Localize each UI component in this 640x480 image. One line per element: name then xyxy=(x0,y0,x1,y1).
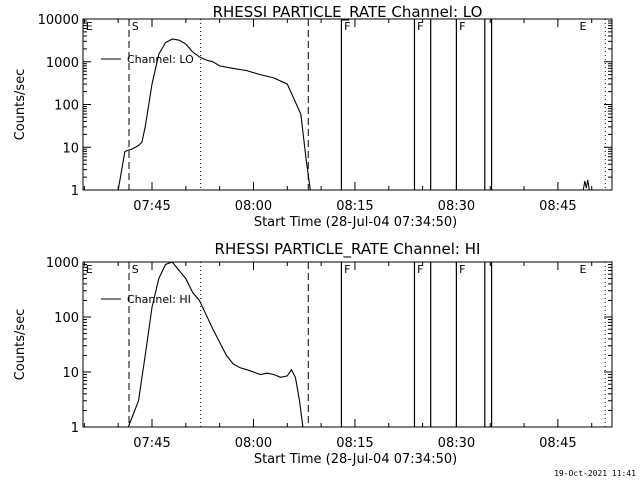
marker-letter: F xyxy=(459,20,465,33)
legend-label: Channel: HI xyxy=(127,293,191,306)
legend: Channel: LO xyxy=(101,53,194,66)
y-axis-label: Counts/sec xyxy=(13,69,28,141)
marker-letter: E xyxy=(580,20,587,33)
x-tick-label: 08:00 xyxy=(235,436,272,451)
chart-title: RHESSI PARTICLE_RATE Channel: LO xyxy=(213,3,483,22)
x-tick-label: 08:15 xyxy=(336,436,373,451)
series-line xyxy=(127,261,304,428)
legend: Channel: HI xyxy=(101,293,191,306)
x-tick-label: 08:30 xyxy=(438,199,475,214)
series-line xyxy=(117,38,311,191)
marker-letter: E xyxy=(86,20,93,33)
timestamp: 19-Oct-2021 11:41 xyxy=(554,469,636,478)
x-tick-label: 08:00 xyxy=(235,199,272,214)
x-tick-label: 08:45 xyxy=(539,199,576,214)
marker-letter: E xyxy=(580,263,587,276)
plot-frame xyxy=(82,18,613,191)
chart-title: RHESSI PARTICLE_RATE Channel: HI xyxy=(215,240,481,259)
x-axis-label: Start Time (28-Jul-04 07:34:50) xyxy=(254,215,457,230)
marker-letter: S xyxy=(132,20,139,33)
marker-letter: F xyxy=(459,263,465,276)
x-tick-label: 08:45 xyxy=(539,436,576,451)
marker-letter: F xyxy=(417,263,423,276)
marker-letter: F xyxy=(344,263,350,276)
y-tick-label: 100 xyxy=(54,311,79,326)
y-tick-label: 10 xyxy=(62,141,79,156)
y-tick-label: 1 xyxy=(71,184,79,199)
marker-letter: S xyxy=(132,263,139,276)
x-tick-label: 07:45 xyxy=(133,199,170,214)
marker-letter: F xyxy=(417,20,423,33)
y-tick-label: 10000 xyxy=(38,13,79,28)
marker-letter: F xyxy=(344,20,350,33)
panel-hi: RHESSI PARTICLE_RATE Channel: HI 07:45 08:… xyxy=(13,240,613,467)
marker-letter: E xyxy=(86,263,93,276)
y-tick-label: 1000 xyxy=(46,56,79,71)
spike-mark xyxy=(582,179,590,191)
x-tick-label: 07:45 xyxy=(133,436,170,451)
y-tick-label: 100 xyxy=(54,99,79,114)
panel-lo: RHESSI PARTICLE_RATE Channel: LO 07:45 08:… xyxy=(13,3,613,230)
y-tick-label: 1000 xyxy=(46,256,79,271)
plot-frame xyxy=(82,261,613,428)
x-tick-label: 08:30 xyxy=(438,436,475,451)
y-axis-label: Counts/sec xyxy=(13,309,28,381)
x-axis-label: Start Time (28-Jul-04 07:34:50) xyxy=(254,452,457,467)
y-tick-label: 1 xyxy=(71,421,79,436)
x-tick-label: 08:15 xyxy=(336,199,373,214)
y-tick-label: 10 xyxy=(62,366,79,381)
legend-label: Channel: LO xyxy=(127,53,194,66)
